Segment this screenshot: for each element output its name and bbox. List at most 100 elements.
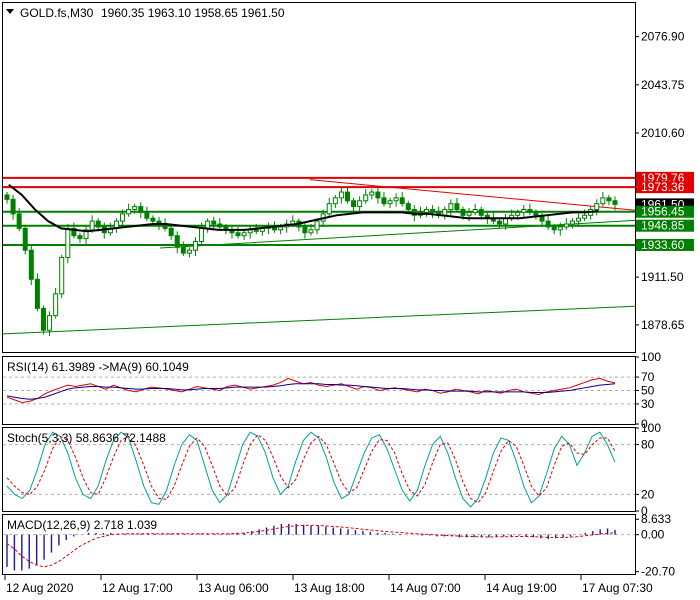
price-axis-tick-label: 2010.60 — [641, 126, 685, 140]
price-axis — [635, 36, 639, 573]
time-axis: 12 Aug 2020 12 Aug 17:00 13 Aug 06:00 13 Au… — [4, 575, 653, 595]
candle-body — [192, 240, 198, 251]
candle-body — [168, 227, 174, 237]
candle-body — [405, 203, 411, 210]
stochastic-panel[interactable] — [2, 427, 636, 512]
price-level-tag — [636, 205, 694, 218]
time-label: 12 Aug 17:00 — [102, 581, 173, 595]
price-panel[interactable] — [2, 2, 636, 353]
stochastic-axis-tick-label: 100 — [641, 421, 661, 435]
candle-body — [557, 226, 563, 231]
candle-body — [551, 226, 557, 231]
candle-body — [454, 203, 460, 210]
price-level-tag — [636, 181, 694, 194]
price-level-tag — [636, 219, 694, 232]
time-label: 17 Aug 07:30 — [582, 581, 653, 595]
candle-body — [478, 208, 484, 216]
ohlc-readout: 1960.35 1963.10 1958.65 1961.50 — [101, 6, 285, 20]
rsi-axis-tick-label: 30 — [641, 397, 655, 411]
candle-body — [150, 217, 156, 222]
candle-body — [126, 208, 132, 215]
candle-body — [83, 229, 89, 240]
time-label: 14 Aug 07:00 — [390, 581, 461, 595]
candle-body — [351, 200, 357, 208]
candle-body — [174, 235, 180, 248]
axis-labels: 2076.90 2043.75 2010.60 1911.50 1878.65 100 70… — [641, 30, 685, 579]
candle-body — [186, 249, 192, 254]
candle-body — [338, 191, 344, 199]
price-axis-tick-label: 1878.65 — [641, 318, 685, 332]
candle-body — [600, 197, 606, 205]
candle-body — [34, 278, 40, 309]
macd-plot — [3, 523, 635, 571]
price-axis-tick-label: 2043.75 — [641, 78, 685, 92]
stochastic-axis-tick-label: 0 — [641, 504, 648, 518]
candle-body — [22, 227, 28, 251]
candle-body — [211, 220, 217, 225]
candle-body — [89, 220, 95, 231]
candle-body — [326, 203, 332, 215]
rsi-axis-tick-label: 70 — [641, 370, 655, 384]
stochastic-series-line — [6, 431, 616, 508]
moving-average-line — [8, 183, 599, 233]
candle-body — [606, 197, 612, 202]
candle-body — [496, 220, 502, 225]
candle-body — [138, 206, 144, 213]
macd-axis-tick-label: 8.633 — [641, 512, 671, 526]
support-trendline[interactable] — [159, 219, 636, 249]
rsi-axis-tick-label: 0 — [641, 417, 648, 431]
candle-body — [241, 232, 247, 237]
candle-body — [4, 194, 10, 200]
time-label: 14 Aug 19:00 — [486, 581, 557, 595]
candle-body — [515, 211, 521, 216]
rsi-axis-tick-label: 50 — [641, 384, 655, 398]
candle-body — [40, 307, 46, 331]
candle-body — [545, 220, 551, 228]
price-axis-tick-label: 2076.90 — [641, 30, 685, 44]
price-level-label: 1946.85 — [641, 219, 685, 233]
candle-body — [466, 211, 472, 216]
candle-body — [344, 191, 350, 202]
candle-body — [430, 208, 436, 213]
support-trendline[interactable] — [2, 305, 636, 335]
candle-body — [369, 191, 375, 196]
candle-body — [132, 206, 138, 210]
price-level-tag — [636, 171, 694, 184]
candle-body — [28, 249, 34, 280]
rsi-series-line — [6, 377, 616, 404]
time-label: 13 Aug 18:00 — [294, 581, 365, 595]
candle-body — [411, 208, 417, 216]
candle-body — [521, 208, 527, 213]
candle-body — [460, 208, 466, 216]
candle-body — [393, 197, 399, 202]
price-axis-tick-label: 1911.50 — [641, 270, 684, 284]
candle-body — [77, 235, 83, 240]
candle-body — [10, 198, 16, 215]
candle-body — [278, 226, 284, 231]
price-level-label: 1973.36 — [641, 180, 685, 194]
macd-panel[interactable] — [2, 514, 636, 575]
candle-body — [582, 214, 588, 219]
candle-body — [569, 220, 575, 225]
symbol-label[interactable]: GOLD.fs,M30 — [20, 6, 94, 20]
macd-header: MACD(12,26,9) 2.718 1.039 — [7, 518, 157, 532]
price-level-label: 1933.60 — [641, 238, 685, 252]
rsi-plot — [3, 376, 635, 405]
candle-body — [314, 220, 320, 231]
candle-body — [442, 208, 448, 216]
candle-body — [381, 197, 387, 205]
rsi-series-line — [6, 383, 616, 400]
stochastic-axis-tick-label: 80 — [641, 438, 655, 452]
macd-axis-tick-label: -20.70 — [641, 565, 675, 579]
resistance-trendline[interactable] — [309, 179, 636, 211]
stochastic-axis-tick-label: 20 — [641, 487, 655, 501]
candle-body — [472, 208, 478, 213]
macd-signal-line — [6, 524, 616, 568]
candle-body — [363, 194, 369, 202]
candle-body — [120, 213, 126, 222]
time-label: 13 Aug 06:00 — [198, 581, 269, 595]
candle-body — [217, 223, 223, 228]
candle-body — [180, 246, 186, 254]
symbol-dropdown-icon[interactable] — [6, 9, 14, 14]
